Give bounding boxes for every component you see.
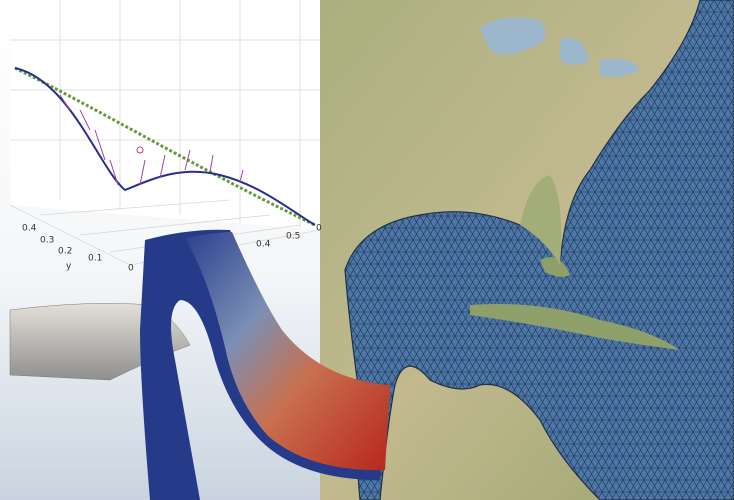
y-tick-label: 0 bbox=[128, 264, 134, 274]
x-tick-label: 0 bbox=[316, 224, 322, 234]
axis-label: y bbox=[66, 262, 72, 272]
x-tick-label: 0.5 bbox=[286, 232, 300, 242]
y-tick-label: 0.3 bbox=[40, 236, 54, 246]
plot-panel bbox=[10, 0, 320, 230]
y-tick-label: 0.2 bbox=[58, 247, 72, 257]
collage: 0.4 0.3 0.2 0.1 0 y 0.4 0.5 0 bbox=[0, 0, 734, 500]
y-tick-label: 0.4 bbox=[22, 224, 37, 234]
x-tick-label: 0.4 bbox=[256, 240, 271, 250]
y-tick-label: 0.1 bbox=[88, 254, 102, 264]
